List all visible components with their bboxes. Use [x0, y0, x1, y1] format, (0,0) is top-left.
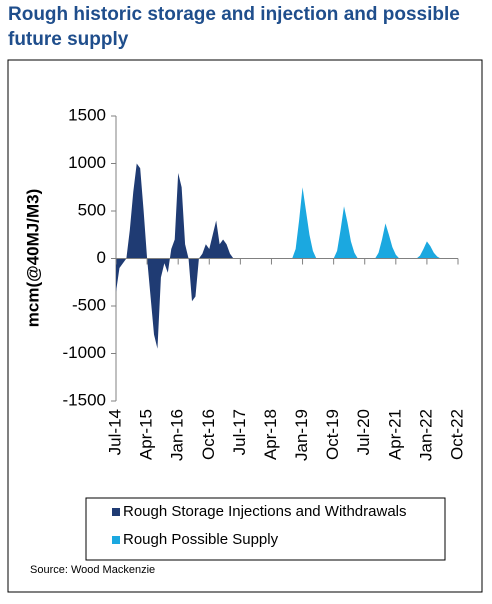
y-tick-label: 1500	[68, 105, 106, 124]
area	[116, 163, 234, 349]
y-axis-label: mcm(@40MJ/M3)	[23, 189, 42, 327]
x-tick-label: Oct-22	[447, 409, 466, 460]
chart-title: Rough historic storage and injection and…	[8, 4, 460, 50]
x-tick-label: Jan-19	[292, 409, 311, 461]
legend-box	[85, 497, 446, 561]
x-tick-label: Jan-22	[416, 409, 435, 461]
chart-frame	[7, 59, 483, 593]
legend-swatch	[112, 536, 120, 544]
legend-label: Rough Storage Injections and Withdrawals	[123, 503, 407, 520]
y-tick-label: -1000	[63, 343, 106, 362]
x-tick-label: Oct-16	[199, 409, 218, 460]
y-tick-label: 500	[78, 200, 106, 219]
y-tick-label: 0	[97, 248, 106, 267]
x-tick-label: Jul-17	[230, 409, 249, 455]
source: Source: Wood Mackenzie	[30, 564, 155, 576]
y-tick-label: -500	[72, 295, 106, 314]
x-tick-label: Jan-16	[168, 409, 187, 461]
y-tick-label: -1500	[63, 390, 106, 409]
legend-swatch	[112, 508, 120, 516]
x-tick-label: Jul-20	[354, 409, 373, 455]
x-tick-label: Apr-21	[385, 409, 404, 460]
y-tick-label: 1000	[68, 153, 106, 172]
legend-label: Rough Possible Supply	[123, 531, 279, 548]
x-tick-label: Apr-15	[137, 409, 156, 460]
x-tick-label: Jul-14	[105, 409, 124, 455]
area	[292, 187, 441, 259]
x-tick-label: Oct-19	[323, 409, 342, 460]
x-tick-label: Apr-18	[261, 409, 280, 460]
